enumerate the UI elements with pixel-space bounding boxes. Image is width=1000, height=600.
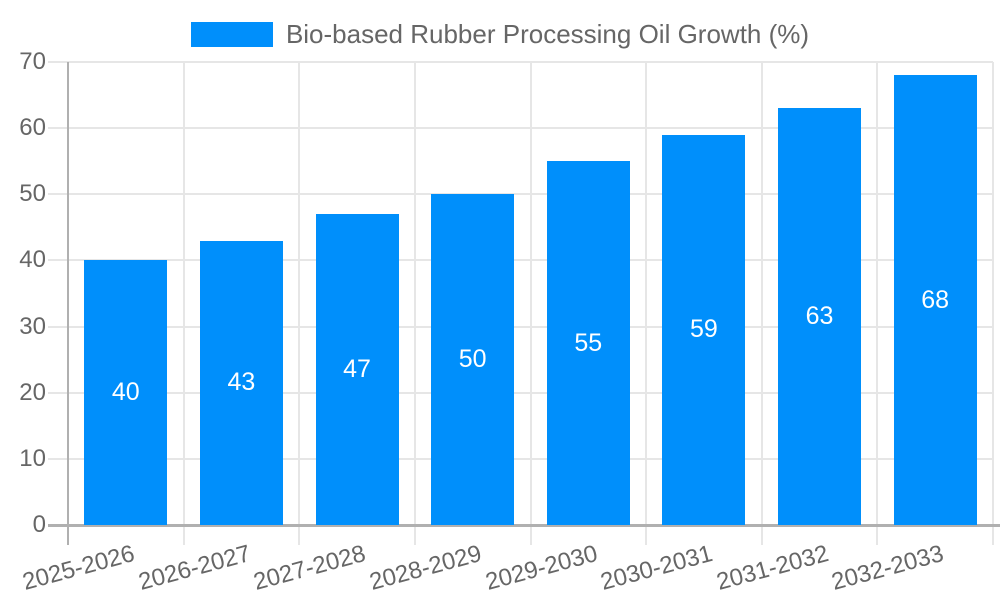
x-tick-label: 2027-2028 xyxy=(250,540,369,596)
x-axis-tick xyxy=(760,525,763,545)
x-tick-label: 2025-2026 xyxy=(19,540,138,596)
y-axis-tick xyxy=(48,127,68,130)
bar-value-label: 47 xyxy=(343,355,371,384)
y-tick-label: 30 xyxy=(19,312,46,340)
y-axis-tick xyxy=(48,391,68,394)
bar-2025-2026[interactable]: 40 xyxy=(84,260,168,525)
bar-2029-2030[interactable]: 55 xyxy=(546,161,630,525)
gridline-vertical xyxy=(182,62,185,525)
y-tick-label: 0 xyxy=(32,511,46,538)
bar-2026-2027[interactable]: 43 xyxy=(199,240,283,525)
y-axis-tick xyxy=(48,457,68,460)
y-tick-label: 50 xyxy=(19,180,46,208)
x-axis-tick xyxy=(413,525,416,545)
x-axis-line xyxy=(48,524,1000,527)
y-tick-label: 40 xyxy=(19,246,46,274)
y-tick-label: 10 xyxy=(19,444,46,472)
y-tick-label: 20 xyxy=(19,378,46,406)
gridline-vertical xyxy=(876,62,879,525)
bar-value-label: 50 xyxy=(458,345,487,374)
x-axis-tick xyxy=(876,525,879,545)
gridline-vertical xyxy=(529,62,532,525)
legend-label: Bio-based Rubber Processing Oil Growth (… xyxy=(285,19,810,49)
bar-2032-2033[interactable]: 68 xyxy=(893,75,977,525)
gridline-vertical xyxy=(413,62,416,525)
x-tick-label: 2030-2031 xyxy=(597,540,716,596)
x-axis-tick xyxy=(992,525,994,545)
bar-2028-2029[interactable]: 50 xyxy=(431,194,515,525)
y-axis-tick xyxy=(48,325,68,328)
bar-2030-2031[interactable]: 59 xyxy=(662,134,746,525)
y-tick-label: 70 xyxy=(19,48,46,75)
bar-value-label: 40 xyxy=(111,378,140,407)
bar-value-label: 59 xyxy=(690,315,718,344)
x-axis-tick xyxy=(529,525,532,545)
y-axis-line xyxy=(67,62,69,545)
bar-value-label: 43 xyxy=(227,368,256,397)
bar-value-label: 63 xyxy=(805,302,834,331)
gridline-vertical xyxy=(298,62,301,525)
bar-value-label: 55 xyxy=(574,328,603,357)
x-tick-label: 2031-2032 xyxy=(713,540,832,596)
y-axis-tick xyxy=(48,61,68,63)
y-axis-tick xyxy=(48,193,68,196)
legend-swatch xyxy=(190,21,273,47)
y-axis-tick xyxy=(48,259,68,262)
gridline-vertical xyxy=(760,62,763,525)
x-axis-tick xyxy=(298,525,301,545)
x-tick-label: 2028-2029 xyxy=(366,540,485,596)
bar-value-label: 68 xyxy=(921,285,950,314)
bar-2027-2028[interactable]: 47 xyxy=(315,214,399,525)
x-axis-tick xyxy=(182,525,185,545)
x-tick-label: 2032-2033 xyxy=(829,540,947,596)
gridline-vertical xyxy=(992,62,994,525)
x-axis-tick xyxy=(645,525,648,545)
x-tick-label: 2029-2030 xyxy=(482,540,601,596)
gridline-vertical xyxy=(645,62,648,525)
bar-2031-2032[interactable]: 63 xyxy=(778,108,862,525)
y-tick-label: 60 xyxy=(19,114,46,142)
legend-item[interactable]: Bio-based Rubber Processing Oil Growth (… xyxy=(0,19,1000,49)
x-tick-label: 2026-2027 xyxy=(135,540,254,596)
